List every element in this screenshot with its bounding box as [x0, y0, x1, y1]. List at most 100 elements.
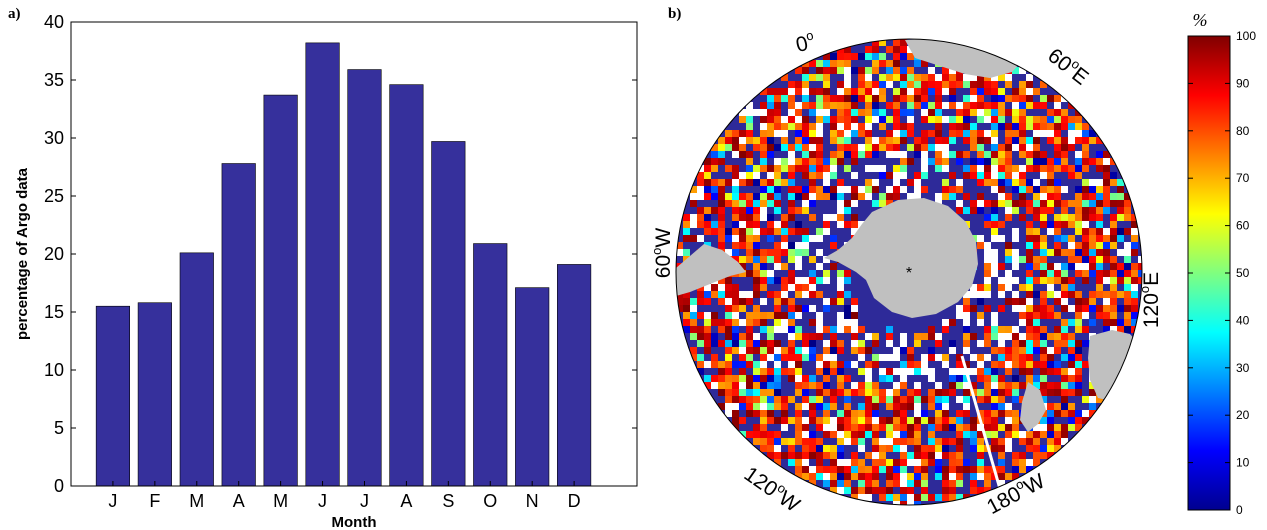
map-cell	[1096, 228, 1103, 235]
map-cell	[949, 312, 956, 319]
map-cell	[914, 186, 921, 193]
map-cell	[809, 368, 816, 375]
map-cell	[830, 263, 837, 270]
map-cell	[1082, 137, 1089, 144]
map-cell	[711, 312, 718, 319]
map-cell	[830, 151, 837, 158]
map-cell	[1012, 298, 1019, 305]
map-cell	[1026, 81, 1033, 88]
map-cell	[991, 473, 998, 480]
map-cell	[900, 424, 907, 431]
map-cell	[970, 109, 977, 116]
map-cell	[1040, 361, 1047, 368]
map-cell	[1047, 151, 1054, 158]
map-cell	[956, 431, 963, 438]
map-cell	[837, 277, 844, 284]
map-cell	[1061, 256, 1068, 263]
map-cell	[760, 333, 767, 340]
map-cell	[963, 165, 970, 172]
map-cell	[683, 249, 690, 256]
map-cell	[1061, 389, 1068, 396]
map-cell	[893, 340, 900, 347]
map-cell	[823, 228, 830, 235]
map-cell	[1082, 312, 1089, 319]
map-cell	[963, 116, 970, 123]
map-cell	[991, 354, 998, 361]
map-cell	[907, 137, 914, 144]
map-cell	[1047, 277, 1054, 284]
map-cell	[781, 270, 788, 277]
map-cell	[809, 277, 816, 284]
map-cell	[1012, 410, 1019, 417]
map-cell	[1005, 410, 1012, 417]
map-cell	[1068, 424, 1075, 431]
map-cell	[711, 144, 718, 151]
map-cell	[781, 88, 788, 95]
map-cell	[914, 494, 921, 501]
map-cell	[879, 347, 886, 354]
map-cell	[1012, 67, 1019, 74]
map-cell	[844, 109, 851, 116]
map-cell	[802, 382, 809, 389]
map-cell	[984, 340, 991, 347]
map-cell	[1054, 277, 1061, 284]
map-cell	[816, 207, 823, 214]
map-cell	[963, 109, 970, 116]
map-cell	[921, 123, 928, 130]
map-cell	[851, 228, 858, 235]
map-cell	[977, 284, 984, 291]
map-cell	[795, 151, 802, 158]
map-cell	[914, 179, 921, 186]
map-cell	[830, 214, 837, 221]
map-cell	[1012, 445, 1019, 452]
map-cell	[795, 319, 802, 326]
map-cell	[879, 326, 886, 333]
map-cell	[1047, 207, 1054, 214]
map-cell	[1124, 263, 1131, 270]
map-cell	[893, 354, 900, 361]
map-cell	[1075, 256, 1082, 263]
map-cell	[844, 459, 851, 466]
map-cell	[886, 382, 893, 389]
map-cell	[914, 151, 921, 158]
map-cell	[1033, 193, 1040, 200]
map-cell	[718, 340, 725, 347]
map-cell	[970, 480, 977, 487]
map-cell	[837, 424, 844, 431]
map-cell	[1054, 249, 1061, 256]
map-cell	[956, 130, 963, 137]
map-cell	[921, 354, 928, 361]
map-cell	[900, 158, 907, 165]
map-cell	[1110, 193, 1117, 200]
map-cell	[830, 459, 837, 466]
map-cell	[1005, 459, 1012, 466]
map-cell	[977, 298, 984, 305]
map-cell	[963, 137, 970, 144]
map-cell	[781, 340, 788, 347]
map-cell	[998, 270, 1005, 277]
map-cell	[1103, 284, 1110, 291]
map-cell	[823, 130, 830, 137]
map-cell	[984, 480, 991, 487]
map-cell	[858, 389, 865, 396]
map-cell	[1026, 102, 1033, 109]
map-cell	[746, 256, 753, 263]
map-cell	[774, 116, 781, 123]
map-cell	[739, 333, 746, 340]
map-cell	[844, 340, 851, 347]
map-cell	[781, 200, 788, 207]
map-cell	[1019, 235, 1026, 242]
map-cell	[802, 81, 809, 88]
map-cell	[837, 235, 844, 242]
x-tick-label: F	[149, 491, 160, 511]
map-cell	[739, 284, 746, 291]
map-cell	[886, 403, 893, 410]
map-cell	[1040, 382, 1047, 389]
map-cell	[683, 333, 690, 340]
map-cell	[963, 452, 970, 459]
map-cell	[1012, 228, 1019, 235]
map-cell	[900, 452, 907, 459]
map-cell	[1005, 74, 1012, 81]
map-cell	[893, 410, 900, 417]
map-cell	[1005, 249, 1012, 256]
